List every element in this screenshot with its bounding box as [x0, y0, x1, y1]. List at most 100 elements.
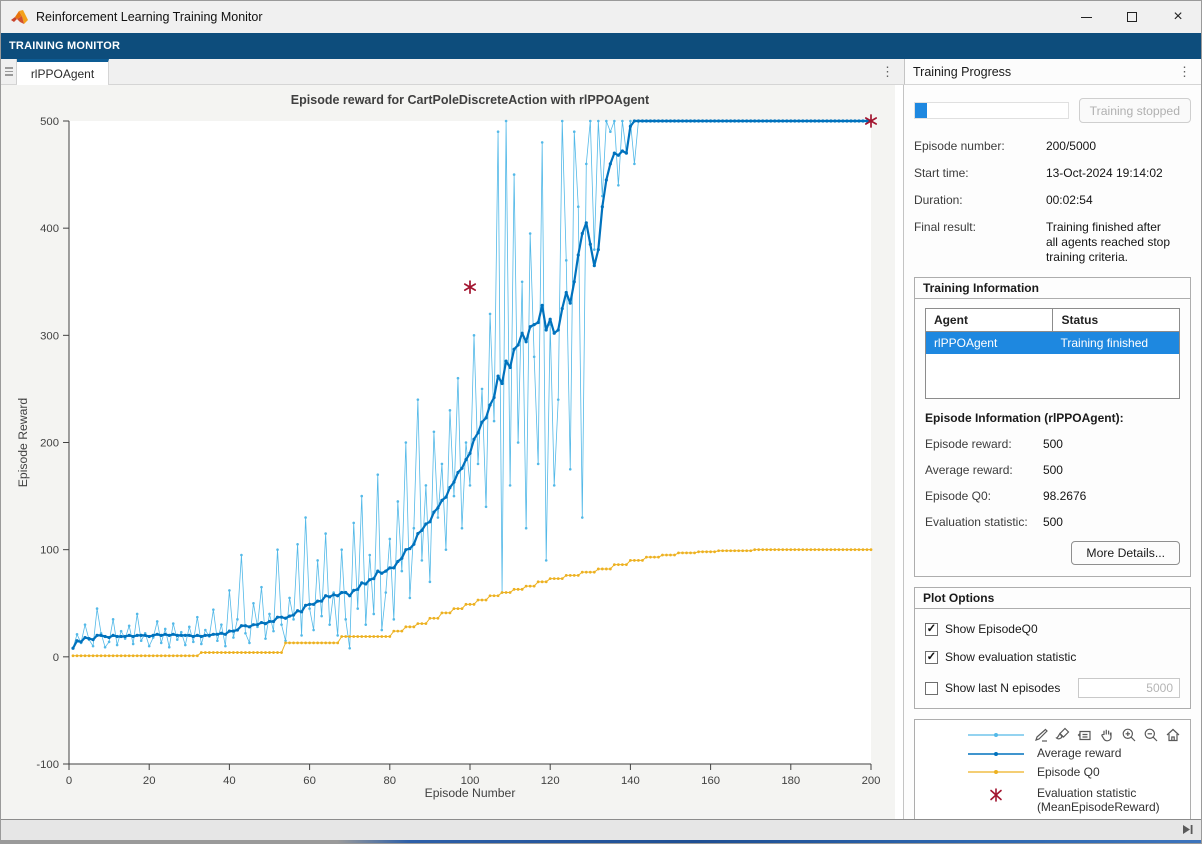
training-progress-header: Training Progress ⋮	[904, 59, 1201, 85]
evaluation-statistic-label: Evaluation statistic:	[924, 515, 1028, 529]
start-time-label: Start time:	[913, 166, 969, 180]
svg-text:Episode Number: Episode Number	[425, 786, 516, 800]
legend-entry-average-reward: Average reward	[915, 745, 1190, 761]
table-empty-area	[926, 354, 1179, 398]
table-row[interactable]: rlPPOAgent Training finished	[925, 332, 1179, 354]
svg-text:60: 60	[303, 775, 316, 787]
episode-q0-line-sample	[967, 770, 1024, 775]
show-last-n-episodes-row: Show last N episodes	[924, 678, 1180, 698]
show-episodeq0-checkbox[interactable]: ✓	[924, 622, 938, 636]
svg-text:Episode Reward: Episode Reward	[16, 398, 30, 487]
show-episodeq0-row: ✓ Show EpisodeQ0	[924, 622, 1180, 636]
toolstrip-tab-training-monitor[interactable]: TRAINING MONITOR	[9, 40, 121, 52]
matlab-logo-icon	[11, 9, 28, 24]
show-last-n-episodes-label: Show last N episodes	[944, 681, 1061, 695]
last-n-episodes-input[interactable]	[1078, 678, 1180, 698]
datatips-icon[interactable]	[1075, 725, 1094, 744]
legend-label: Evaluation statistic (MeanEpisodeReward)	[1036, 786, 1160, 815]
training-information-group: Training Information Agent Status rlPPOA…	[913, 277, 1191, 577]
training-progress-bar	[913, 102, 1069, 119]
main-area: Episode reward for CartPoleDiscreteActio…	[1, 85, 1201, 819]
svg-text:40: 40	[223, 775, 236, 787]
progress-panel-menu-button[interactable]: ⋮	[1168, 64, 1201, 80]
average-reward-label: Average reward:	[924, 463, 1013, 477]
episode-q0-row: Episode Q0: 98.2676	[925, 489, 1180, 503]
panel-gap	[895, 85, 903, 819]
show-evaluation-statistic-checkbox[interactable]: ✓	[924, 650, 938, 664]
minimize-button[interactable]	[1063, 1, 1109, 33]
agent-cell: rlPPOAgent	[933, 336, 998, 350]
title-bar: Reinforcement Learning Training Monitor …	[1, 1, 1201, 33]
show-evaluation-statistic-row: ✓ Show evaluation statistic	[924, 650, 1180, 664]
svg-text:20: 20	[143, 775, 156, 787]
svg-text:100: 100	[461, 775, 480, 787]
svg-text:160: 160	[701, 775, 720, 787]
tab-bar-grip[interactable]	[1, 59, 17, 84]
collapse-right-icon[interactable]	[1181, 823, 1194, 836]
svg-text:-100: -100	[36, 759, 59, 771]
final-result-row: Final result: Training finished after al…	[914, 220, 1191, 265]
legend-entry-episode-q0: Episode Q0	[915, 765, 1190, 780]
more-details-button[interactable]: More Details...	[1071, 541, 1180, 565]
svg-text:100: 100	[40, 545, 59, 557]
evaluation-statistic-value: 500	[1042, 515, 1063, 529]
document-tab-bar: rlPPOAgent ⋮	[1, 59, 904, 85]
plot-options-title: Plot Options	[914, 588, 1190, 609]
figure-panel: Episode reward for CartPoleDiscreteActio…	[1, 85, 895, 819]
svg-text:0: 0	[66, 775, 72, 787]
agent-status-table: Agent Status rlPPOAgent Training finishe…	[924, 308, 1180, 399]
tab-rlppoagent[interactable]: rlPPOAgent	[17, 59, 109, 85]
zoom-out-icon[interactable]	[1141, 725, 1160, 744]
panel-divider[interactable]	[902, 85, 904, 819]
panel-title: Training Progress	[913, 64, 1012, 79]
show-last-n-episodes-checkbox[interactable]	[924, 681, 938, 695]
plot-options-group: Plot Options ✓ Show EpisodeQ0 ✓ Show eva…	[913, 587, 1191, 709]
show-episodeq0-label: Show EpisodeQ0	[944, 622, 1038, 636]
training-progress-panel: Training stopped Episode number: 200/500…	[903, 85, 1201, 819]
evaluation-statistic-row: Evaluation statistic: 500	[925, 515, 1180, 529]
final-result-label: Final result:	[913, 220, 976, 234]
agent-column-header: Agent	[933, 313, 968, 327]
average-reward-row: Average reward: 500	[925, 463, 1180, 477]
episode-q0-value: 98.2676	[1042, 489, 1087, 503]
svg-text:200: 200	[862, 775, 881, 787]
tab-label: rlPPOAgent	[30, 66, 95, 81]
final-result-value: Training finished after all agents reach…	[1045, 220, 1171, 264]
episode-q0-label: Episode Q0:	[924, 489, 991, 503]
pan-icon[interactable]	[1097, 725, 1116, 744]
svg-text:200: 200	[40, 438, 59, 450]
svg-text:300: 300	[40, 330, 59, 342]
evaluation-statistic-marker-sample	[990, 788, 1002, 803]
table-header-row: Agent Status	[925, 309, 1179, 332]
episode-reward-value: 500	[1042, 437, 1063, 451]
svg-text:500: 500	[40, 116, 59, 128]
svg-text:120: 120	[541, 775, 560, 787]
bottom-scroll-strip	[1, 819, 1201, 840]
svg-text:180: 180	[781, 775, 800, 787]
home-icon[interactable]	[1163, 725, 1182, 744]
progress-row: Training stopped	[913, 98, 1191, 123]
start-time-row: Start time: 13-Oct-2024 19:14:02	[914, 166, 1191, 181]
legend-box: Episode reward Average reward Episode Q0	[913, 719, 1191, 819]
zoom-in-icon[interactable]	[1119, 725, 1138, 744]
close-button[interactable]: ×	[1155, 1, 1201, 33]
maximize-button[interactable]	[1109, 1, 1155, 33]
duration-row: Duration: 00:02:54	[914, 193, 1191, 208]
export-icon[interactable]	[1031, 725, 1050, 744]
episode-reward-row: Episode reward: 500	[925, 437, 1180, 451]
svg-text:140: 140	[621, 775, 640, 787]
figure-panel-menu-button[interactable]: ⋮	[871, 64, 904, 80]
svg-text:Episode reward for CartPoleDis: Episode reward for CartPoleDiscreteActio…	[291, 93, 650, 107]
legend-label: Average reward	[1036, 745, 1122, 760]
episode-information-title: Episode Information (rlPPOAgent):	[924, 411, 1124, 425]
training-stopped-button: Training stopped	[1078, 98, 1191, 123]
status-cell: Training finished	[1060, 336, 1149, 350]
episode-number-value: 200/5000	[1045, 139, 1096, 153]
duration-value: 00:02:54	[1045, 193, 1093, 207]
episode-number-row: Episode number: 200/5000	[914, 139, 1191, 154]
episode-number-label: Episode number:	[913, 139, 1005, 153]
brush-icon[interactable]	[1053, 725, 1072, 744]
reward-chart[interactable]: Episode reward for CartPoleDiscreteActio…	[1, 85, 895, 819]
legend-entry-evaluation-statistic: Evaluation statistic (MeanEpisodeReward)	[915, 786, 1190, 815]
show-evaluation-statistic-label: Show evaluation statistic	[944, 650, 1077, 664]
